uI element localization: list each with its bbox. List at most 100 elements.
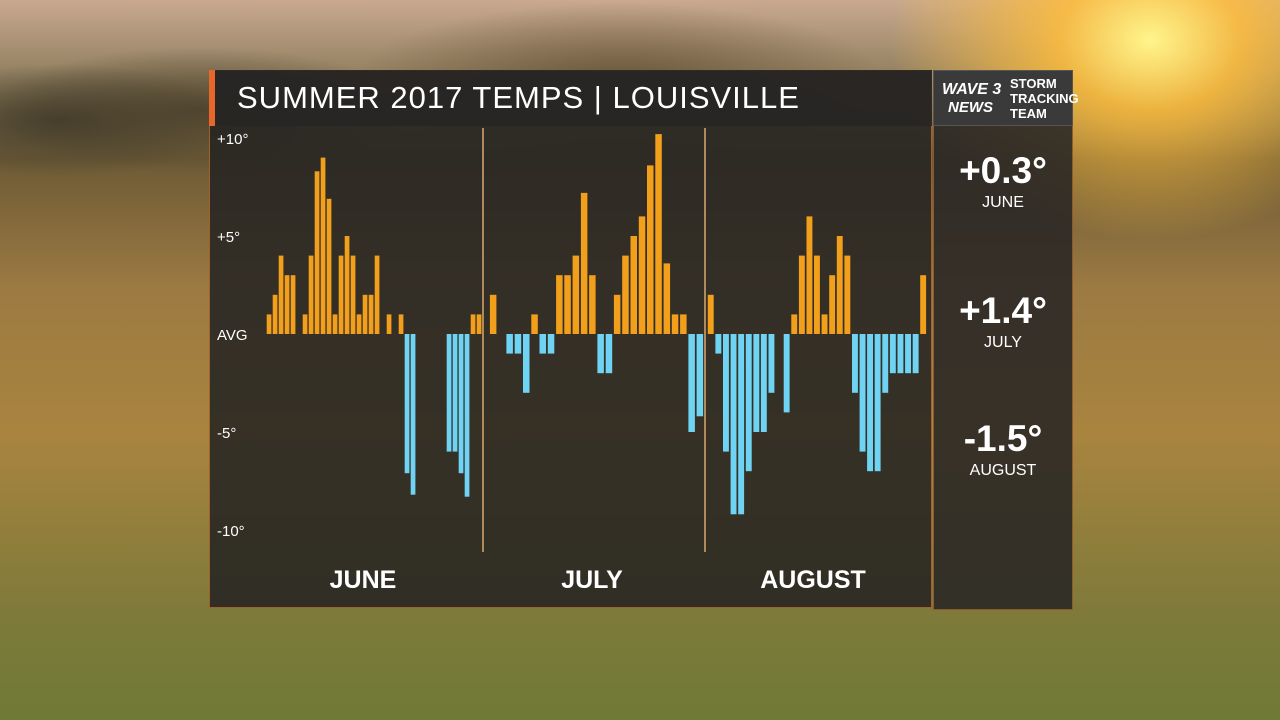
above-average-bar <box>278 255 284 334</box>
below-average-bar <box>897 334 904 374</box>
below-average-bar <box>696 334 704 417</box>
above-average-bar <box>356 314 362 334</box>
below-average-bar <box>688 334 695 432</box>
above-average-bar <box>663 263 671 334</box>
month-label: JUNE <box>330 566 397 594</box>
logo-news-text: NEWS <box>948 99 993 116</box>
june-anomaly: +0.3° JUNE <box>933 150 1073 212</box>
above-average-bar <box>290 275 296 334</box>
below-average-bar <box>464 334 470 497</box>
below-average-bar <box>506 334 513 354</box>
above-average-bar <box>470 314 476 334</box>
june-anomaly-value: +0.3° <box>959 150 1047 191</box>
above-average-bar <box>338 255 344 334</box>
below-average-bar <box>867 334 873 472</box>
above-average-bar <box>821 314 828 334</box>
above-average-bar <box>272 294 278 334</box>
below-average-bar <box>730 334 737 515</box>
above-average-bar <box>308 255 314 334</box>
above-average-bar <box>580 192 588 334</box>
above-average-bar <box>556 275 563 334</box>
month-label: AUGUST <box>760 566 866 594</box>
below-average-bar <box>547 334 555 354</box>
above-average-bar <box>572 255 580 334</box>
above-average-bar <box>374 255 380 334</box>
below-average-bar <box>753 334 760 432</box>
above-average-bar <box>368 294 374 334</box>
august-anomaly-label: AUGUST <box>969 462 1037 479</box>
above-average-bar <box>638 216 646 334</box>
above-average-bar <box>647 165 654 334</box>
above-average-bar <box>671 314 679 334</box>
below-average-bar <box>523 334 530 393</box>
above-average-bar <box>920 275 927 334</box>
y-tick-label: -5° <box>217 425 236 442</box>
y-tick-label: -10° <box>217 523 245 540</box>
above-average-bar <box>332 314 338 334</box>
wave-3-logo-mark: WAVE 3 NEWS <box>942 81 1008 117</box>
above-average-bar <box>320 157 326 334</box>
above-average-bar <box>622 255 629 334</box>
august-anomaly: -1.5° AUGUST <box>933 418 1073 480</box>
july-anomaly: +1.4° JULY <box>933 290 1073 352</box>
july-anomaly-label: JULY <box>984 334 1022 351</box>
above-average-bar <box>476 314 482 334</box>
above-average-bar <box>350 255 356 334</box>
y-tick-label: +10° <box>217 131 248 148</box>
above-average-bar <box>398 314 404 334</box>
below-average-bar <box>760 334 767 432</box>
below-average-bar <box>768 334 775 393</box>
logo-team-line: STORM <box>1010 76 1057 91</box>
above-average-bar <box>284 275 290 334</box>
month-label: JULY <box>561 566 623 594</box>
below-average-bar <box>882 334 889 393</box>
logo-team-line: TEAM <box>1010 106 1047 121</box>
above-average-bar <box>386 314 392 334</box>
above-average-bar <box>836 236 843 334</box>
below-average-bar <box>597 334 604 374</box>
below-average-bar <box>446 334 452 452</box>
logo-team-line: TRACKING <box>1010 91 1079 106</box>
y-tick-label: +5° <box>217 229 240 246</box>
below-average-bar <box>723 334 729 452</box>
july-anomaly-value: +1.4° <box>959 290 1047 331</box>
above-average-bar <box>589 275 596 334</box>
below-average-bar <box>404 334 410 474</box>
below-average-bar <box>410 334 416 495</box>
above-average-bar <box>564 275 571 334</box>
below-average-bar <box>715 334 722 354</box>
storm-tracking-team-text: STORM TRACKING TEAM <box>1010 76 1079 121</box>
below-average-bar <box>458 334 464 474</box>
above-average-bar <box>613 294 621 334</box>
below-average-bar <box>539 334 546 354</box>
above-average-bar <box>344 236 350 334</box>
monthly-summary-panel <box>933 70 1073 610</box>
above-average-bar <box>531 314 538 334</box>
above-average-bar <box>844 255 851 334</box>
above-average-bar <box>680 314 687 334</box>
below-average-bar <box>738 334 745 515</box>
below-average-bar <box>514 334 522 354</box>
below-average-bar <box>889 334 896 374</box>
above-average-bar <box>829 275 836 334</box>
title-bar: SUMMER 2017 TEMPS | LOUISVILLE <box>209 70 932 126</box>
below-average-bar <box>852 334 858 393</box>
chart-panel <box>209 70 932 608</box>
chart-title: SUMMER 2017 TEMPS | LOUISVILLE <box>237 80 800 115</box>
below-average-bar <box>452 334 458 452</box>
above-average-bar <box>302 314 308 334</box>
above-average-bar <box>362 294 368 334</box>
below-average-bar <box>905 334 911 374</box>
above-average-bar <box>798 255 805 334</box>
above-average-bar <box>630 236 637 334</box>
above-average-bar <box>791 314 798 334</box>
below-average-bar <box>783 334 790 413</box>
above-average-bar <box>707 294 714 334</box>
above-average-bar <box>326 198 332 334</box>
below-average-bar <box>859 334 866 452</box>
above-average-bar <box>314 171 320 334</box>
wave-3-news-logo: WAVE 3 NEWS STORM TRACKING TEAM <box>933 70 1079 126</box>
below-average-bar <box>745 334 752 472</box>
above-average-bar <box>806 216 813 334</box>
